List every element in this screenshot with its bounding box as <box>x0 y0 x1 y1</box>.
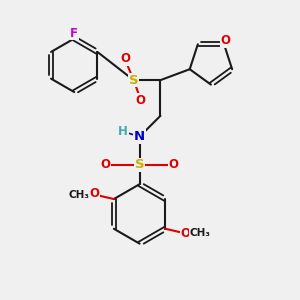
Text: S: S <box>135 158 144 171</box>
Text: O: O <box>135 94 145 106</box>
Text: N: N <box>134 130 145 143</box>
Text: CH₃: CH₃ <box>69 190 90 200</box>
Text: O: O <box>169 158 179 171</box>
Text: S: S <box>129 74 139 87</box>
Text: O: O <box>100 158 110 171</box>
Text: O: O <box>180 227 190 240</box>
Text: F: F <box>70 27 78 40</box>
Text: O: O <box>89 188 99 200</box>
Text: H: H <box>118 125 128 138</box>
Text: O: O <box>220 34 230 47</box>
Text: CH₃: CH₃ <box>190 228 211 238</box>
Text: O: O <box>121 52 130 65</box>
